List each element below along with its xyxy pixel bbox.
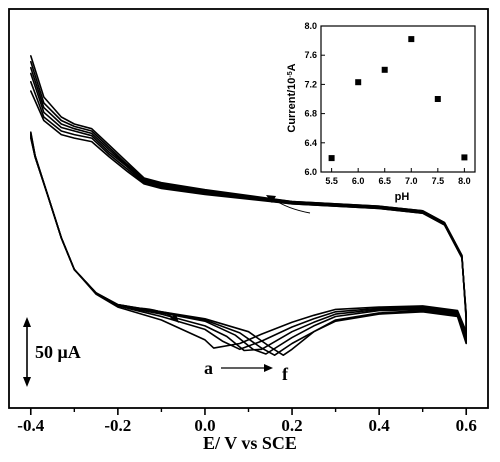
inset-y-axis-label: Current/10-5A (286, 63, 298, 132)
cv-x-ticks: -0.4 -0.2 0.0 0.2 0.4 0.6 (17, 408, 477, 435)
inset-ph-chart: 5.5 6.0 6.5 7.0 7.5 8.06.06.46.87.27.68.0 pH … (286, 21, 476, 203)
inset-y-tick-label: 7.6 (304, 50, 317, 60)
cv-x-tick-label: 0.4 (369, 416, 391, 435)
inset-y-tick-label: 6.0 (304, 167, 317, 177)
cathodic-scan-arrow (266, 195, 311, 214)
inset-y-label-main: Current/10 (286, 78, 298, 133)
cv-x-tick-label: -0.2 (104, 416, 131, 435)
inset-y-tick-label: 8.0 (304, 21, 317, 31)
series-start-label: a (204, 358, 213, 378)
inset-y-tick-label: 7.2 (304, 79, 317, 89)
inset-x-axis-label: pH (395, 191, 410, 203)
inset-x-tick-label: 8.0 (458, 176, 471, 186)
inset-data-point (355, 79, 362, 86)
inset-data-point (461, 154, 468, 161)
series-end-label: f (282, 364, 289, 384)
inset-plot-frame (320, 25, 476, 173)
inset-x-tick-label: 7.5 (432, 176, 445, 186)
inset-y-label-suffix: A (286, 63, 298, 71)
inset-y-tick-label: 6.8 (304, 109, 317, 119)
inset-data-point (381, 66, 388, 73)
scale-bar (23, 317, 31, 387)
cv-curves (30, 55, 467, 356)
inset-y-tick-label: 6.4 (304, 138, 317, 148)
cv-x-tick-label: 0.6 (456, 416, 477, 435)
inset-data-point (434, 96, 441, 102)
inset-data-point (408, 36, 415, 43)
inset-x-tick-label: 5.5 (325, 176, 338, 186)
scale-bar-label: 50 μA (35, 342, 81, 362)
cv-x-tick-label: 0.2 (281, 416, 302, 435)
cv-series-6 (30, 90, 467, 349)
cv-x-axis-label: E/ V vs SCE (203, 433, 297, 453)
series-direction-arrow (221, 364, 273, 372)
inset-data-point (328, 155, 335, 162)
cv-x-tick-label: -0.4 (17, 416, 44, 435)
inset-x-tick-label: 6.0 (352, 176, 365, 186)
inset-y-label-sup: -5 (287, 71, 294, 77)
inset-x-tick-label: 6.5 (378, 176, 391, 186)
cv-chart: -0.4 -0.2 0.0 0.2 0.4 0.6 E/ V vs SCE 50 μA a… (8, 8, 489, 453)
inset-x-tick-label: 7.0 (405, 176, 418, 186)
anodic-scan-arrow (139, 307, 179, 323)
inset-points (328, 36, 468, 162)
cv-x-tick-label: 0.0 (194, 416, 215, 435)
inset-ticks: 5.5 6.0 6.5 7.0 7.5 8.0 6.0 6.4 6.8 7.2 7.6 8.0 (304, 21, 470, 186)
